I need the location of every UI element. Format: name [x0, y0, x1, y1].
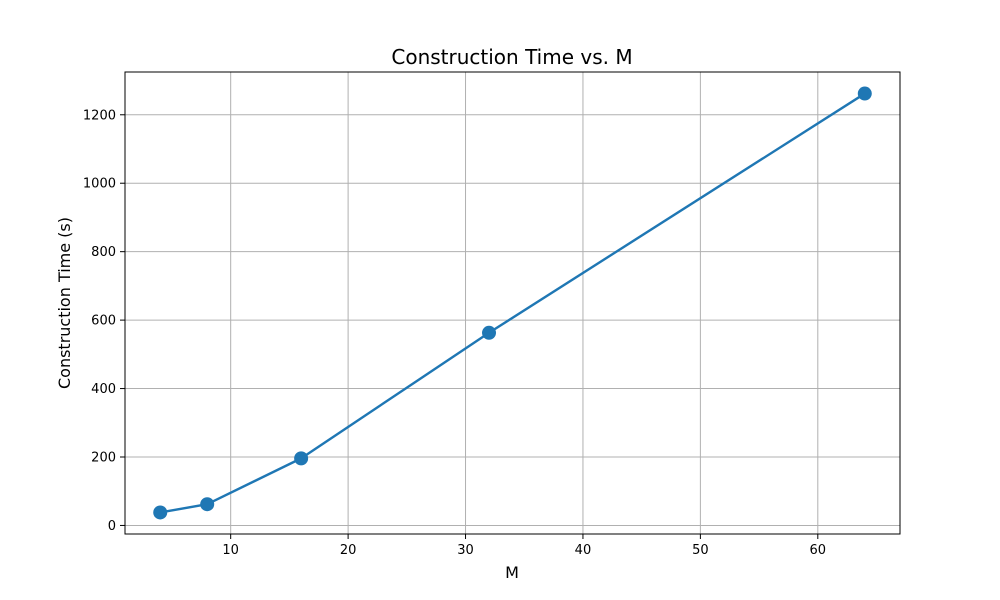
grid-layer — [125, 72, 900, 534]
x-tick-label: 10 — [222, 543, 239, 558]
plot-frame — [124, 71, 901, 535]
y-tick-label: 1000 — [83, 177, 116, 192]
y-tick-label: 600 — [91, 314, 116, 329]
y-tick-label: 1200 — [83, 108, 116, 123]
x-tick-label: 60 — [810, 543, 827, 558]
x-tick-label: 40 — [575, 543, 592, 558]
series-layer — [153, 86, 872, 520]
data-point — [153, 505, 168, 520]
y-tick-label: 800 — [91, 245, 116, 260]
series-line — [159, 92, 866, 514]
chart-title: Construction Time vs. M — [391, 45, 632, 69]
y-tick-label: 200 — [91, 451, 116, 466]
x-tick-label: 50 — [692, 543, 709, 558]
y-axis-label: Construction Time (s) — [55, 217, 74, 389]
y-tick-label: 0 — [108, 519, 116, 534]
data-point — [294, 451, 309, 466]
y-tick-label: 400 — [91, 382, 116, 397]
data-point — [857, 86, 872, 101]
data-point — [482, 325, 497, 340]
x-tick-label: 20 — [340, 543, 357, 558]
x-tick-label: 30 — [457, 543, 474, 558]
x-axis-label: M — [505, 563, 519, 582]
data-point — [200, 497, 215, 512]
